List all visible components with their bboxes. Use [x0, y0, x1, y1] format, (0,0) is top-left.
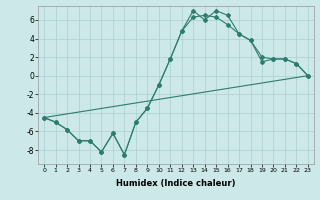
X-axis label: Humidex (Indice chaleur): Humidex (Indice chaleur) [116, 179, 236, 188]
